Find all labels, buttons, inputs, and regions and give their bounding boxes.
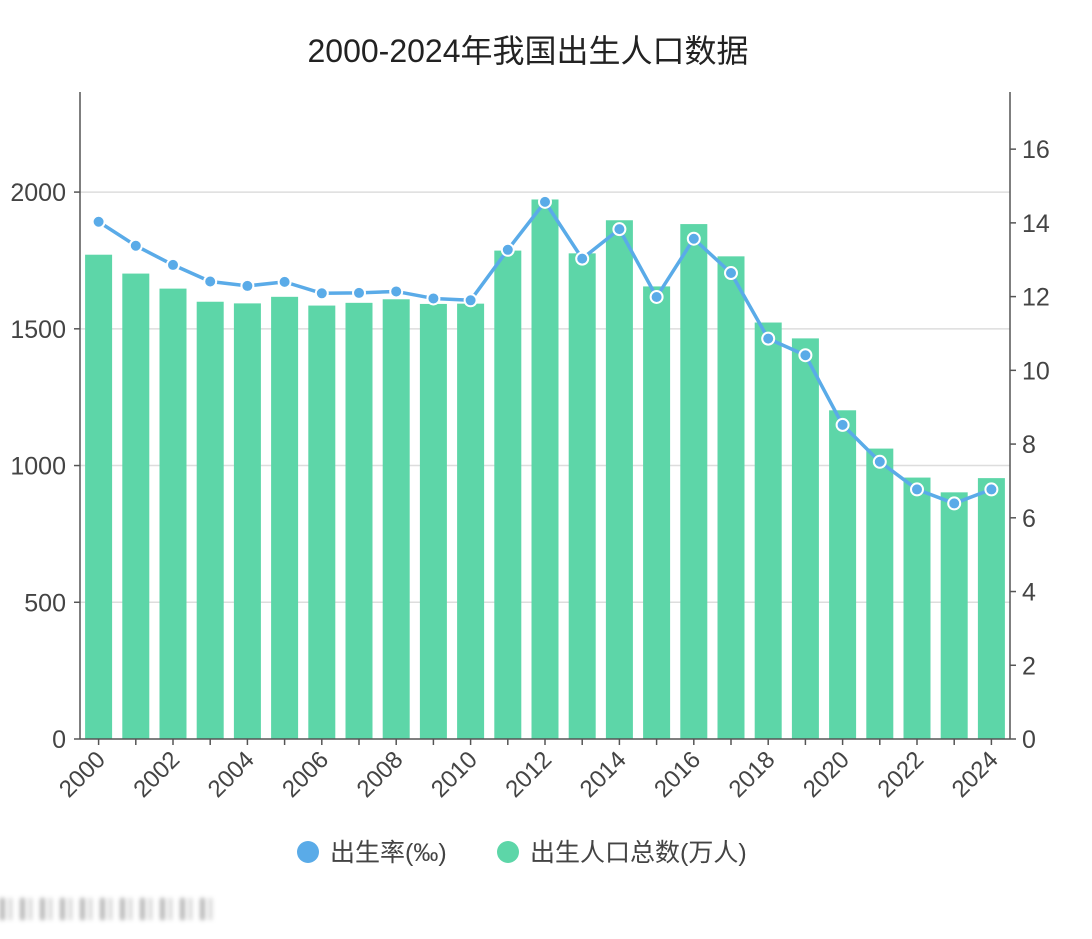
bar-2005 <box>271 296 299 739</box>
point-2006 <box>314 286 329 301</box>
bar-2001 <box>122 273 150 739</box>
y-left-tick-label: 2000 <box>10 179 66 207</box>
point-2022 <box>910 482 924 497</box>
bar-2013 <box>568 253 596 739</box>
bar-2020 <box>829 410 857 739</box>
y-left-tick-label: 0 <box>52 726 66 754</box>
point-2007 <box>352 285 366 300</box>
point-2019 <box>798 348 813 363</box>
bar-2022 <box>903 477 931 739</box>
x-tick-label: 2008 <box>352 746 409 803</box>
point-2011 <box>500 242 515 257</box>
y-right-tick-label: 4 <box>1022 579 1036 607</box>
y-right-tick-label: 10 <box>1022 357 1050 385</box>
x-tick-label: 2022 <box>872 746 929 803</box>
bar-2000 <box>85 254 113 740</box>
point-2000 <box>91 214 106 229</box>
point-2023 <box>947 496 962 511</box>
point-2014 <box>612 222 627 237</box>
bar-2012 <box>531 199 559 739</box>
bar-2014 <box>605 220 633 740</box>
y-right-tick-label: 0 <box>1022 726 1036 754</box>
x-tick-label: 2016 <box>649 746 706 803</box>
chart-title: 2000-2024年我国出生人口数据 <box>307 33 748 69</box>
bar-2002 <box>159 288 187 739</box>
bar-2007 <box>345 302 373 739</box>
y-right-tick-label: 12 <box>1022 284 1050 312</box>
bar-2011 <box>494 250 522 740</box>
legend-line-marker <box>297 841 319 863</box>
point-2010 <box>463 293 478 308</box>
point-2002 <box>166 257 180 272</box>
bar-2018 <box>754 322 782 739</box>
y-right-tick-label: 8 <box>1022 431 1036 459</box>
point-2001 <box>128 238 143 253</box>
y-right-tick-label: 6 <box>1022 505 1036 533</box>
point-2009 <box>426 291 441 306</box>
x-tick-label: 2010 <box>426 746 483 803</box>
point-2004 <box>240 278 255 293</box>
point-2005 <box>277 274 292 289</box>
point-2020 <box>835 417 850 432</box>
x-tick-label: 2006 <box>277 746 334 803</box>
legend-bar-marker <box>497 841 519 863</box>
x-tick-label: 2018 <box>724 746 781 803</box>
bar-2023 <box>940 492 968 739</box>
bar-2017 <box>717 256 745 739</box>
point-2017 <box>724 266 738 281</box>
legend-label: 出生率(‰) <box>330 839 447 867</box>
point-2008 <box>389 284 404 299</box>
x-tick-label: 2020 <box>798 746 855 803</box>
point-2003 <box>203 274 218 289</box>
point-2024 <box>984 482 999 497</box>
bar-2010 <box>457 303 485 739</box>
bar-2006 <box>308 305 336 739</box>
point-2012 <box>538 194 552 209</box>
point-2015 <box>649 289 664 304</box>
point-2013 <box>575 251 590 266</box>
y-left-tick-label: 500 <box>24 589 66 617</box>
point-2016 <box>686 231 701 246</box>
bar-2021 <box>866 448 894 739</box>
bar-2003 <box>196 301 224 739</box>
y-right-tick-label: 14 <box>1022 210 1050 238</box>
x-tick-label: 2002 <box>128 746 185 803</box>
x-tick-label: 2004 <box>203 746 260 803</box>
legend-label: 出生人口总数(万人) <box>530 839 747 867</box>
x-tick-label: 2024 <box>947 746 1004 803</box>
x-tick-label: 2014 <box>575 746 632 803</box>
point-2018 <box>761 331 776 346</box>
y-right-tick-label: 16 <box>1022 136 1050 164</box>
bar-2024 <box>977 478 1005 739</box>
blurred-watermark <box>0 898 220 920</box>
bar-2008 <box>382 299 410 739</box>
x-tick-label: 2012 <box>500 746 557 803</box>
bar-2015 <box>643 286 671 739</box>
bar-2009 <box>419 303 447 739</box>
bar-2004 <box>233 303 261 739</box>
y-left-tick-label: 1000 <box>10 453 66 481</box>
bar-2016 <box>680 224 708 739</box>
y-left-tick-label: 1500 <box>10 316 66 344</box>
bar-2019 <box>791 338 819 739</box>
x-tick-label: 2000 <box>54 746 111 803</box>
y-right-tick-label: 2 <box>1022 652 1036 680</box>
point-2021 <box>872 454 887 469</box>
legend: 出生率(‰) 出生人口总数(万人) <box>297 839 747 867</box>
